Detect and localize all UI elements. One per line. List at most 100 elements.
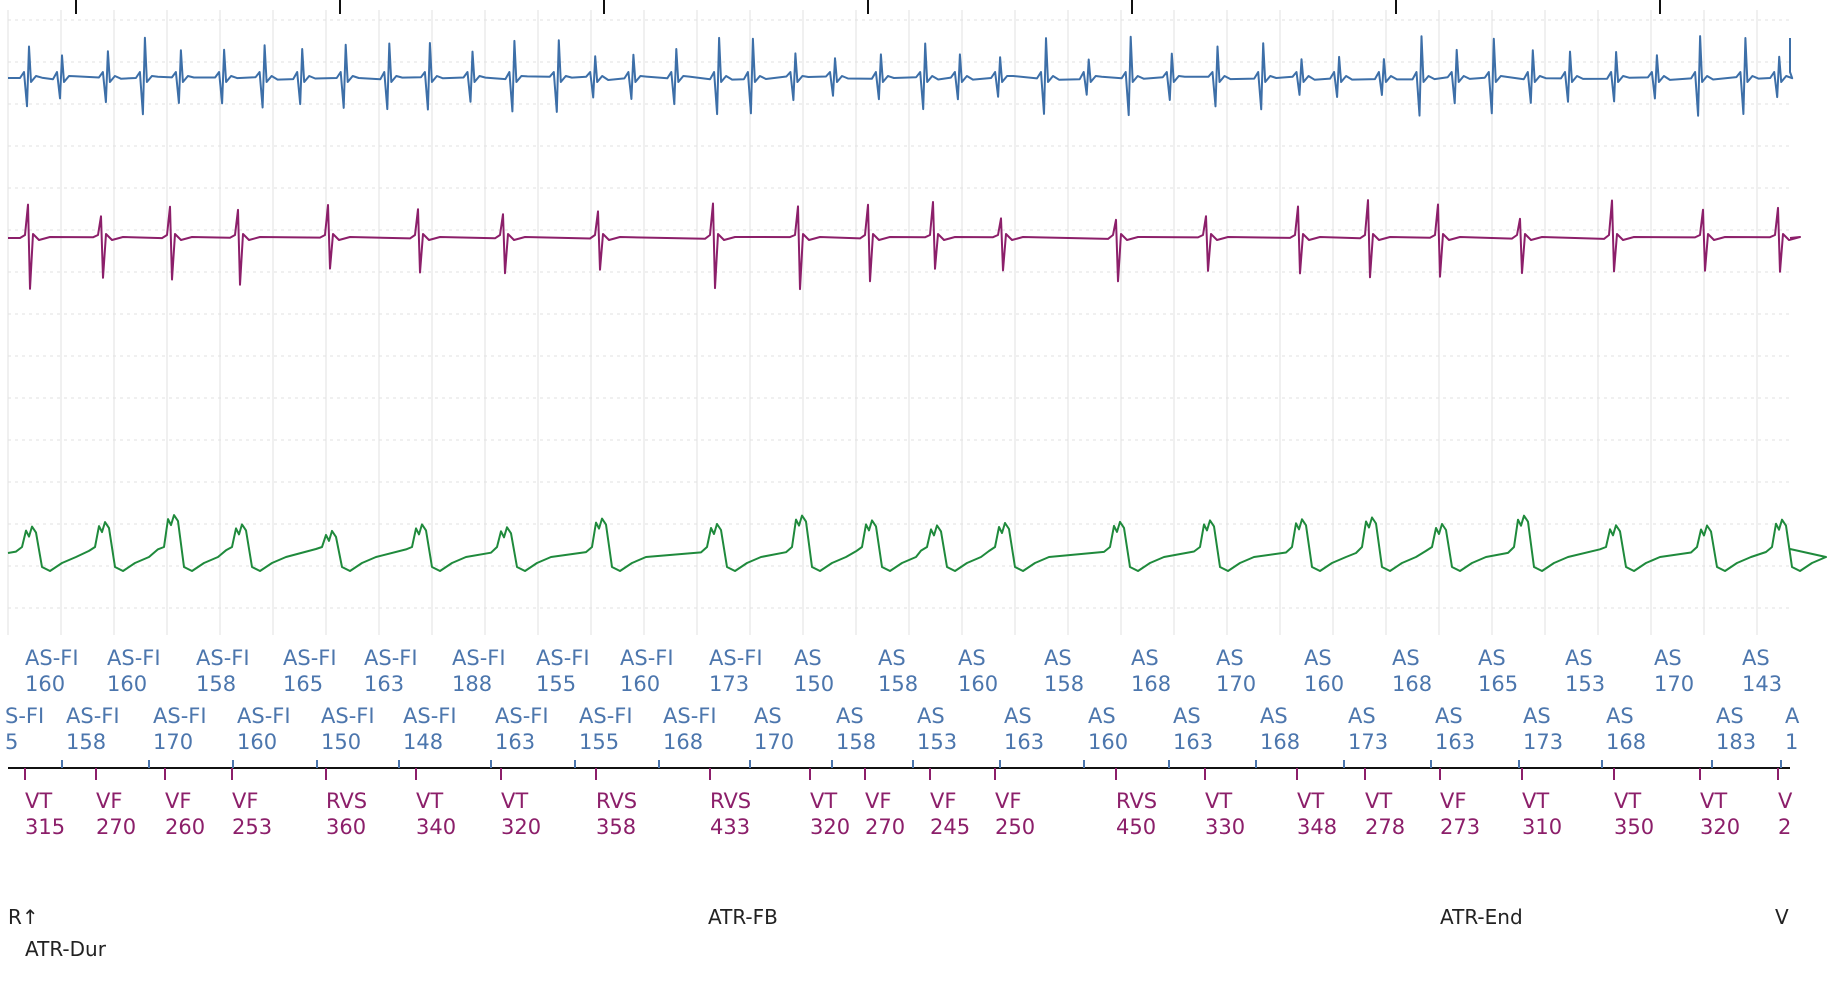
atrial-marker-row1-label: AS: [1742, 646, 1770, 670]
ventricular-marker-value: 348: [1297, 815, 1337, 839]
atrial-marker-row2-label: AS-FI: [237, 704, 291, 728]
atrial-marker-row2-value: 148: [403, 730, 443, 754]
atrial-marker-row1-value: 158: [878, 672, 918, 696]
atrial-marker-row2-value: 163: [1435, 730, 1475, 754]
ventricular-marker-value: 270: [865, 815, 905, 839]
ventricular-marker-value: 273: [1440, 815, 1480, 839]
atrial-marker-row2-label: AS: [1260, 704, 1288, 728]
atrial-marker-row2-value: 168: [663, 730, 703, 754]
atrial-marker-row2-value: 168: [1260, 730, 1300, 754]
event-label: V: [1775, 905, 1789, 929]
atrial-marker-row1-value: 153: [1565, 672, 1605, 696]
time-ticks: [75, 0, 1661, 14]
ventricular-marker-value: 253: [232, 815, 272, 839]
ventricular-marker-value: 360: [326, 815, 366, 839]
atrial-marker-row1-value: 158: [196, 672, 236, 696]
atrial-marker-row1-value: 150: [794, 672, 834, 696]
atrial-marker-row2-value: 5: [5, 730, 18, 754]
atrial-marker-row2-label: AS: [1716, 704, 1744, 728]
ventricular-marker-label: VF: [865, 789, 891, 813]
atrial-marker-row2-label: AS-FI: [663, 704, 717, 728]
ventricular-marker-label: VT: [810, 789, 837, 813]
atrial-marker-row2-value: 150: [321, 730, 361, 754]
atrial-marker-row2-value: 168: [1606, 730, 1646, 754]
atrial-marker-row1-value: 160: [1304, 672, 1344, 696]
ventricular-marker-label: VT: [1700, 789, 1727, 813]
ventricular-marker-value: 245: [930, 815, 970, 839]
atrial-marker-row1-label: AS: [1392, 646, 1420, 670]
ventricular-marker-label: VF: [165, 789, 191, 813]
atrial-egm-trace: [8, 35, 1794, 117]
atrial-marker-row2-label: AS-FI: [66, 704, 120, 728]
ventricular-marker-label: VF: [995, 789, 1021, 813]
event-label: R↑: [8, 905, 39, 929]
atrial-marker-row1-label: AS: [1565, 646, 1593, 670]
atrial-marker-row2-value: 158: [836, 730, 876, 754]
atrial-marker-row1-value: 188: [452, 672, 492, 696]
atrial-marker-row2-label: A: [1785, 704, 1800, 728]
ventricular-marker-label: VF: [1440, 789, 1466, 813]
atrial-marker-row2-label: AS: [754, 704, 782, 728]
ventricular-marker-value: 250: [995, 815, 1035, 839]
ventricular-marker-value: 2: [1778, 815, 1791, 839]
ventricular-marker-value: 320: [501, 815, 541, 839]
ventricular-marker-label: RVS: [326, 789, 367, 813]
atrial-marker-row1-label: AS-FI: [452, 646, 506, 670]
atrial-marker-row2-label: AS: [1173, 704, 1201, 728]
ventricular-marker-value: 310: [1522, 815, 1562, 839]
atrial-marker-row1-value: 158: [1044, 672, 1084, 696]
atrial-marker-row1-label: AS-FI: [709, 646, 763, 670]
ventricular-marker-value: 320: [1700, 815, 1740, 839]
atrial-marker-row1-label: AS-FI: [196, 646, 250, 670]
atrial-marker-row2-value: 158: [66, 730, 106, 754]
atrial-marker-row1-value: 168: [1131, 672, 1171, 696]
atrial-marker-row2-value: 183: [1716, 730, 1756, 754]
ventricular-marker-label: RVS: [596, 789, 637, 813]
atrial-marker-row2-value: 173: [1523, 730, 1563, 754]
atrial-marker-row1-label: AS: [1216, 646, 1244, 670]
atrial-marker-row1-label: AS: [1304, 646, 1332, 670]
ventricular-marker-value: 315: [25, 815, 65, 839]
atrial-marker-row2-label: AS-FI: [153, 704, 207, 728]
atrial-marker-row2-label: AS-FI: [495, 704, 549, 728]
atrial-marker-row2-label: AS: [1004, 704, 1032, 728]
ventricular-marker-value: 350: [1614, 815, 1654, 839]
atrial-marker-row2-value: 170: [754, 730, 794, 754]
atrial-marker-row2-label: AS: [917, 704, 945, 728]
atrial-marker-row2-label: S-FI: [5, 704, 44, 728]
atrial-marker-row1-label: AS-FI: [25, 646, 79, 670]
ventricular-marker-value: 270: [96, 815, 136, 839]
atrial-marker-row2-value: 163: [495, 730, 535, 754]
atrial-marker-row1-value: 168: [1392, 672, 1432, 696]
atrial-marker-row1-label: AS: [1044, 646, 1072, 670]
atrial-marker-row1-label: AS-FI: [536, 646, 590, 670]
atrial-marker-row1-label: AS: [878, 646, 906, 670]
ventricular-marker-value: 358: [596, 815, 636, 839]
atrial-marker-row2-value: 163: [1004, 730, 1044, 754]
atrial-marker-row2-label: AS: [1435, 704, 1463, 728]
atrial-marker-row1-value: 160: [620, 672, 660, 696]
atrial-marker-row2-label: AS-FI: [403, 704, 457, 728]
ventricular-marker-label: VT: [1205, 789, 1232, 813]
atrial-marker-row1-value: 170: [1216, 672, 1256, 696]
ventricular-marker-value: 340: [416, 815, 456, 839]
atrial-marker-row1-label: AS: [1131, 646, 1159, 670]
atrial-marker-row1-value: 160: [958, 672, 998, 696]
atrial-marker-row2-label: AS-FI: [321, 704, 375, 728]
event-label: ATR-FB: [708, 905, 778, 929]
ventricular-marker-label: VT: [416, 789, 443, 813]
atrial-marker-row2-value: 153: [917, 730, 957, 754]
atrial-marker-row1-label: AS-FI: [364, 646, 418, 670]
atrial-marker-row1-value: 155: [536, 672, 576, 696]
shock-egm-trace: [7, 514, 1827, 572]
ventricular-marker-label: VT: [501, 789, 528, 813]
ventricular-marker-value: 278: [1365, 815, 1405, 839]
ventricular-marker-label: V: [1778, 789, 1793, 813]
ventricular-marker-value: 450: [1116, 815, 1156, 839]
event-label: ATR-Dur: [25, 937, 107, 961]
event-label: ATR-End: [1440, 905, 1523, 929]
ventricular-marker-value: 320: [810, 815, 850, 839]
atrial-marker-row1-label: AS: [1654, 646, 1682, 670]
atrial-marker-row1-value: 143: [1742, 672, 1782, 696]
event-annotations: R↑ ATR-Dur ATR-FB ATR-End V: [8, 905, 1789, 961]
